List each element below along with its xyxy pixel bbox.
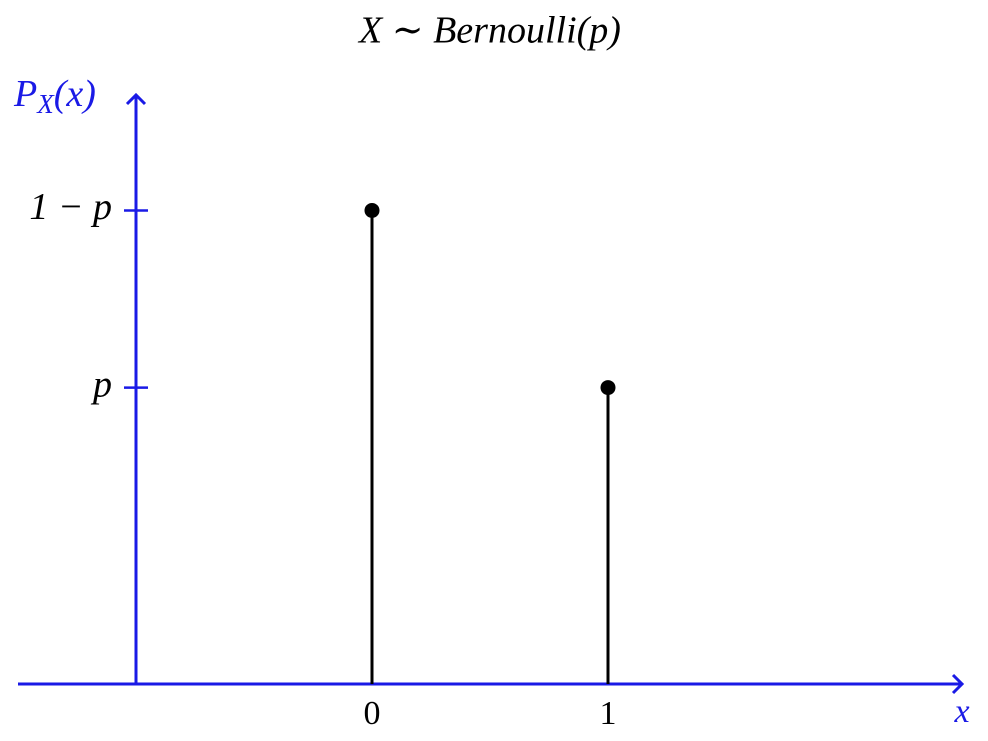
x-axis-label: x xyxy=(953,693,969,730)
chart-title: X ∼ Bernoulli(p) xyxy=(357,10,621,52)
stem-marker xyxy=(364,202,380,218)
x-axis-arrow xyxy=(951,673,965,695)
y-axis-label: PX(x) xyxy=(13,73,96,119)
x-tick-label: 0 xyxy=(364,695,381,732)
y-label-rest: (x) xyxy=(54,73,96,115)
y-tick-label: 1 − p xyxy=(29,186,112,228)
x-tick-label: 1 xyxy=(600,695,617,732)
y-tick-label: p xyxy=(90,363,112,405)
stem-marker xyxy=(600,380,616,396)
y-axis-arrow xyxy=(125,92,147,106)
y-label-base: P xyxy=(13,73,37,115)
y-label-sub: X xyxy=(36,89,55,119)
